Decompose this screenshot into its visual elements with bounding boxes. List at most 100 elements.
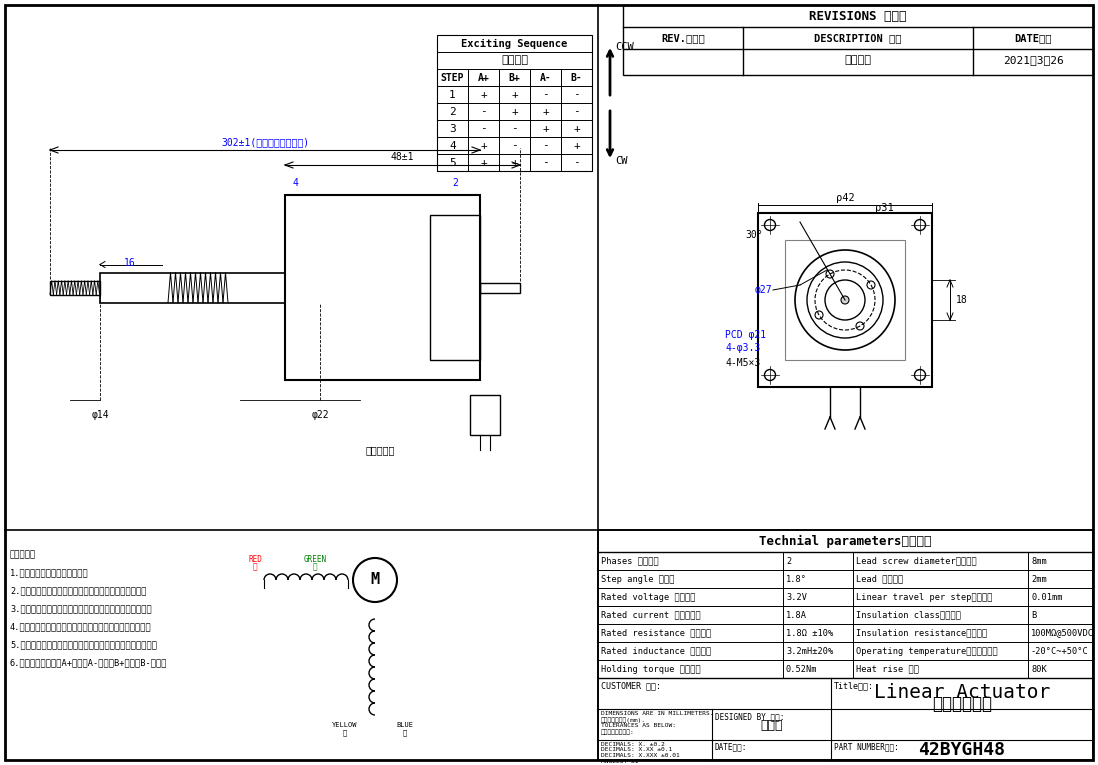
Text: 8mm: 8mm bbox=[1031, 556, 1046, 565]
Text: φ22: φ22 bbox=[311, 410, 328, 420]
Text: 线性步进电机: 线性步进电机 bbox=[932, 695, 991, 712]
Text: 2mm: 2mm bbox=[1031, 575, 1046, 584]
Text: +: + bbox=[542, 106, 549, 116]
Text: 4.使用期间有任何问题请与厂家联系，请勿自行拆解电机。: 4.使用期间有任何问题请与厂家联系，请勿自行拆解电机。 bbox=[10, 622, 152, 631]
Text: DESCRIPTION 描述: DESCRIPTION 描述 bbox=[815, 33, 901, 43]
Text: Technial parameters技术参数: Technial parameters技术参数 bbox=[759, 535, 932, 548]
Text: B: B bbox=[1031, 610, 1037, 620]
Text: +: + bbox=[573, 123, 580, 134]
Bar bbox=[437, 35, 592, 171]
Text: -: - bbox=[512, 141, 518, 151]
Text: -: - bbox=[573, 158, 580, 168]
Text: Exciting Sequence: Exciting Sequence bbox=[461, 38, 568, 48]
Text: 1: 1 bbox=[449, 90, 456, 99]
Text: +: + bbox=[512, 90, 518, 99]
Text: 0.52Nm: 0.52Nm bbox=[786, 665, 818, 673]
Text: 2: 2 bbox=[449, 106, 456, 116]
Bar bbox=[758, 213, 932, 387]
Text: 1.8Ω ±10%: 1.8Ω ±10% bbox=[786, 629, 833, 637]
Bar bbox=[430, 215, 480, 360]
Text: DECIMALS: X. ±0.2
DECIMALS: X.XX ±0.1
DECIMALS: X.XXX ±0.01
ANGLES: ±1°: DECIMALS: X. ±0.2 DECIMALS: X.XX ±0.1 DE… bbox=[601, 741, 680, 764]
Bar bbox=[285, 195, 480, 380]
Text: STEP: STEP bbox=[440, 73, 464, 83]
Text: -: - bbox=[480, 106, 486, 116]
Text: +: + bbox=[480, 90, 486, 99]
Text: DESIGNED BY 设计:: DESIGNED BY 设计: bbox=[715, 712, 784, 721]
Text: CW: CW bbox=[615, 156, 627, 166]
Text: 3.2V: 3.2V bbox=[786, 593, 807, 601]
Text: 高柔电缆线: 高柔电缆线 bbox=[366, 445, 394, 455]
Text: 2.电机螺杆不能安装或者受到硬物挤压，以免损坏螺牙。: 2.电机螺杆不能安装或者受到硬物挤压，以免损坏螺牙。 bbox=[10, 586, 146, 595]
Text: 18: 18 bbox=[956, 295, 967, 305]
Text: -: - bbox=[542, 90, 549, 99]
Text: -: - bbox=[573, 106, 580, 116]
Text: GREEN: GREEN bbox=[303, 555, 326, 565]
Text: A-: A- bbox=[539, 73, 551, 83]
Text: A+: A+ bbox=[478, 73, 490, 83]
Text: ρ31: ρ31 bbox=[875, 203, 894, 213]
Text: DATE日期:: DATE日期: bbox=[715, 743, 748, 751]
Circle shape bbox=[841, 296, 849, 304]
Text: M: M bbox=[370, 572, 380, 588]
Text: -: - bbox=[542, 141, 549, 151]
Text: Rated inductance 额定电感: Rated inductance 额定电感 bbox=[601, 646, 712, 656]
Text: CUSTOMER 客户:: CUSTOMER 客户: bbox=[601, 681, 661, 690]
Text: -: - bbox=[512, 123, 518, 134]
Text: RED: RED bbox=[248, 555, 262, 565]
Text: -: - bbox=[542, 158, 549, 168]
Text: B+: B+ bbox=[508, 73, 520, 83]
Text: +: + bbox=[542, 123, 549, 134]
Text: 3.2mH±20%: 3.2mH±20% bbox=[786, 646, 833, 656]
Text: Linear Actuator: Linear Actuator bbox=[874, 682, 1050, 702]
Text: YELLOW: YELLOW bbox=[333, 722, 358, 728]
Text: +: + bbox=[512, 158, 518, 168]
Text: +: + bbox=[573, 141, 580, 151]
Bar bbox=[100, 272, 285, 302]
Text: 红: 红 bbox=[253, 562, 257, 571]
Text: 3.电机螺杆已经涂覆专用油脂，如需再加油脂与厂家联系。: 3.电机螺杆已经涂覆专用油脂，如需再加油脂与厂家联系。 bbox=[10, 604, 152, 613]
Text: -20°C~+50°C: -20°C~+50°C bbox=[1031, 646, 1089, 656]
Text: 4-φ3.3: 4-φ3.3 bbox=[725, 343, 760, 353]
Text: REVISIONS 修订栏: REVISIONS 修订栏 bbox=[809, 9, 907, 22]
Text: Rated voltage 额定电压: Rated voltage 额定电压 bbox=[601, 593, 695, 601]
Text: DATE日期: DATE日期 bbox=[1015, 33, 1052, 43]
Text: 16: 16 bbox=[124, 258, 136, 268]
Text: Rated current 额定相电流: Rated current 额定相电流 bbox=[601, 610, 701, 620]
Text: DIMENSIONS ARE IN MILLIMETERS.
尺寸单位为毫米(mm).
TOLERANCES AS BELOW:
本定公差如下列表:: DIMENSIONS ARE IN MILLIMETERS. 尺寸单位为毫米(m… bbox=[601, 711, 714, 735]
Text: 黄: 黄 bbox=[343, 730, 347, 736]
Text: BLUE: BLUE bbox=[396, 722, 414, 728]
Text: 5.电机必须轻拿轻放，拿取时请拿电机本体，勿手抛引出线。: 5.电机必须轻拿轻放，拿取时请拿电机本体，勿手抛引出线。 bbox=[10, 640, 157, 649]
Text: 6.电机接线顺序为：A+红线，A-绿线，B+黄线，B-蓝线。: 6.电机接线顺序为：A+红线，A-绿线，B+黄线，B-蓝线。 bbox=[10, 658, 168, 667]
Text: PART NUMBER图号:: PART NUMBER图号: bbox=[833, 743, 898, 751]
Text: 陈棉涛: 陈棉涛 bbox=[760, 719, 783, 732]
Text: Insulation class绝缘等级: Insulation class绝缘等级 bbox=[856, 610, 961, 620]
Text: 30°: 30° bbox=[746, 230, 763, 240]
Text: ρ42: ρ42 bbox=[836, 193, 854, 203]
Text: Title标题:: Title标题: bbox=[833, 681, 874, 690]
Text: 100MΩ@500VDC: 100MΩ@500VDC bbox=[1031, 629, 1094, 637]
Text: 4: 4 bbox=[292, 178, 298, 188]
Text: Heat rise 温升: Heat rise 温升 bbox=[856, 665, 919, 673]
Text: Holding torque 保持力矩: Holding torque 保持力矩 bbox=[601, 665, 701, 673]
Text: -: - bbox=[573, 90, 580, 99]
Text: 5: 5 bbox=[449, 158, 456, 168]
Text: +: + bbox=[480, 141, 486, 151]
Text: 3: 3 bbox=[449, 123, 456, 134]
Text: 绿: 绿 bbox=[313, 562, 317, 571]
Text: 1.8°: 1.8° bbox=[786, 575, 807, 584]
Bar bbox=[785, 240, 905, 360]
Bar bbox=[598, 530, 1093, 760]
Text: 4: 4 bbox=[449, 141, 456, 151]
Text: PCD φ21: PCD φ21 bbox=[725, 330, 766, 340]
Text: Lead 螺纹导程: Lead 螺纹导程 bbox=[856, 575, 904, 584]
Bar bbox=[470, 395, 500, 435]
Text: Lead screw diameter丝杆直径: Lead screw diameter丝杆直径 bbox=[856, 556, 977, 565]
Text: 48±1: 48±1 bbox=[391, 152, 414, 162]
Text: 80K: 80K bbox=[1031, 665, 1046, 673]
Text: B-: B- bbox=[571, 73, 582, 83]
Bar bbox=[51, 281, 100, 295]
Text: 4-M5×3: 4-M5×3 bbox=[725, 358, 760, 368]
Text: 首次发布: 首次发布 bbox=[844, 55, 872, 65]
Text: Linear travel per step整步步长: Linear travel per step整步步长 bbox=[856, 593, 993, 601]
Bar bbox=[623, 5, 1093, 75]
